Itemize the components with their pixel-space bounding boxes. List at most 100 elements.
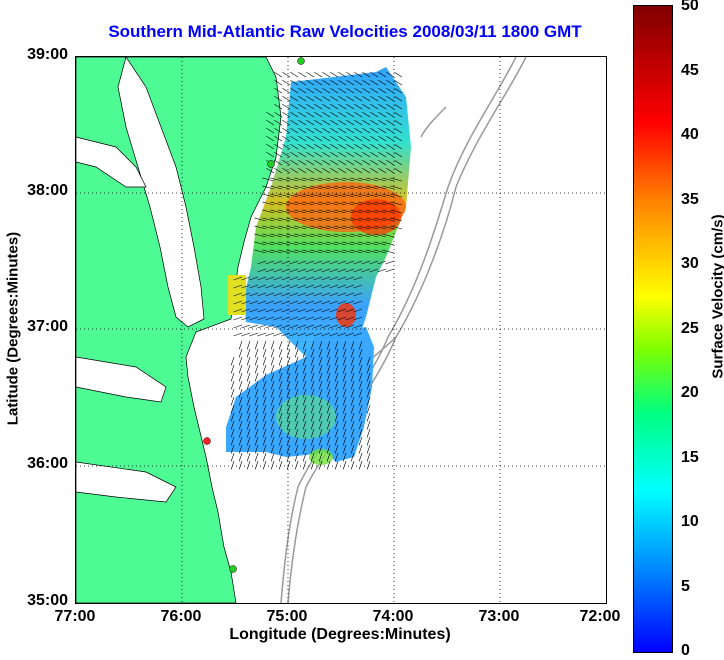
x-tick-label: 73:00 [469, 608, 529, 626]
velocity-arrow [239, 349, 242, 358]
velocity-arrow [263, 349, 266, 358]
velocity-arrow [367, 421, 370, 430]
velocity-arrow [231, 365, 234, 374]
velocity-arrow [234, 317, 243, 320]
velocity-arrow [298, 72, 306, 77]
velocity-arrow [367, 461, 370, 470]
velocity-arrow [274, 333, 283, 336]
velocity-arrow [247, 453, 250, 462]
velocity-arrow [367, 437, 370, 446]
velocity-arrow [367, 413, 370, 422]
velocity-arrow [263, 341, 266, 350]
velocity-arrow [250, 333, 259, 336]
velocity-arrow [247, 349, 250, 358]
velocity-arrow [255, 357, 258, 366]
velocity-arrow [271, 461, 274, 470]
y-tick-label: 38:00 [2, 182, 68, 200]
velocity-arrow [266, 333, 275, 336]
velocity-arrow [263, 461, 266, 470]
x-tick-label: 76:00 [151, 608, 211, 626]
velocity-arrow [303, 461, 306, 470]
velocity-arrow [287, 357, 290, 366]
velocity-arrow [287, 461, 290, 470]
velocity-arrow [282, 72, 290, 77]
velocity-arrow [322, 72, 330, 77]
map-canvas [76, 57, 606, 603]
velocity-arrow [367, 453, 370, 462]
velocity-arrow [386, 269, 395, 272]
velocity-arrow [247, 365, 250, 374]
x-tick-label: 75:00 [257, 608, 317, 626]
velocity-arrow [263, 365, 266, 374]
station-marker [230, 566, 237, 573]
velocity-arrow [247, 341, 250, 350]
velocity-arrow [295, 349, 298, 358]
velocity-arrow [282, 96, 290, 101]
velocity-arrow [231, 397, 234, 406]
y-axis-label: Latitude (Degrees:Minutes) [5, 199, 22, 459]
velocity-arrow [239, 357, 242, 366]
velocity-arrow [386, 261, 395, 264]
velocity-arrow [263, 357, 266, 366]
velocity-arrow [351, 461, 354, 470]
colorbar-tick: 30 [681, 255, 711, 273]
velocity-arrow [314, 72, 322, 77]
velocity-arrow [279, 461, 282, 470]
velocity-arrow [247, 373, 250, 382]
velocity-arrow [247, 461, 250, 470]
velocity-arrow [242, 333, 251, 336]
velocity-arrow [263, 453, 266, 462]
velocity-arrow [231, 389, 234, 398]
velocity-arrow [287, 341, 290, 350]
velocity-arrow [255, 461, 258, 470]
velocity-arrow [367, 445, 370, 454]
velocity-arrow [255, 373, 258, 382]
station-marker [298, 58, 305, 65]
velocity-arrow [234, 333, 243, 336]
velocity-arrow [279, 357, 282, 366]
colorbar-tick: 40 [681, 126, 711, 144]
velocity-arrow [282, 80, 290, 85]
colorbar-tick: 20 [681, 384, 711, 402]
velocity-arrow [239, 461, 242, 470]
velocity-arrow [271, 349, 274, 358]
velocity-arrow [394, 72, 402, 77]
velocity-arrow [231, 373, 234, 382]
velocity-arrow [359, 445, 362, 454]
velocity-arrow [287, 349, 290, 358]
map-plot-area [75, 56, 607, 604]
velocity-arrow [343, 461, 346, 470]
velocity-arrow [359, 453, 362, 462]
velocity-arrow [367, 429, 370, 438]
colorbar-tick: 10 [681, 513, 711, 531]
velocity-arrow [330, 72, 338, 77]
velocity-arrow [359, 461, 362, 470]
velocity-arrow [231, 381, 234, 390]
velocity-arrow [290, 72, 298, 77]
velocity-arrow [255, 365, 258, 374]
colorbar-tick: 45 [681, 62, 711, 80]
station-marker [204, 438, 211, 445]
velocity-arrow [231, 357, 234, 366]
velocity-arrow [295, 461, 298, 470]
velocity-arrow [306, 72, 314, 77]
velocity-arrow [271, 357, 274, 366]
velocity-arrow [271, 453, 274, 462]
velocity-arrow [335, 461, 338, 470]
velocity-arrow [239, 381, 242, 390]
velocity-arrow [239, 365, 242, 374]
colorbar-tick: 0 [681, 642, 711, 660]
velocity-arrow [247, 357, 250, 366]
velocity-arrow [255, 453, 258, 462]
map-title: Southern Mid-Atlantic Raw Velocities 200… [60, 22, 630, 42]
velocity-arrow [279, 341, 282, 350]
velocity-arrow [239, 373, 242, 382]
y-tick-label: 39:00 [2, 46, 68, 64]
velocity-arrow [258, 333, 267, 336]
x-tick-label: 72:00 [570, 608, 630, 626]
velocity-arrow [279, 349, 282, 358]
x-axis-label: Longitude (Degrees:Minutes) [75, 626, 605, 644]
colorbar-tick: 15 [681, 449, 711, 467]
land-mass [76, 57, 281, 603]
station-marker [268, 161, 275, 168]
